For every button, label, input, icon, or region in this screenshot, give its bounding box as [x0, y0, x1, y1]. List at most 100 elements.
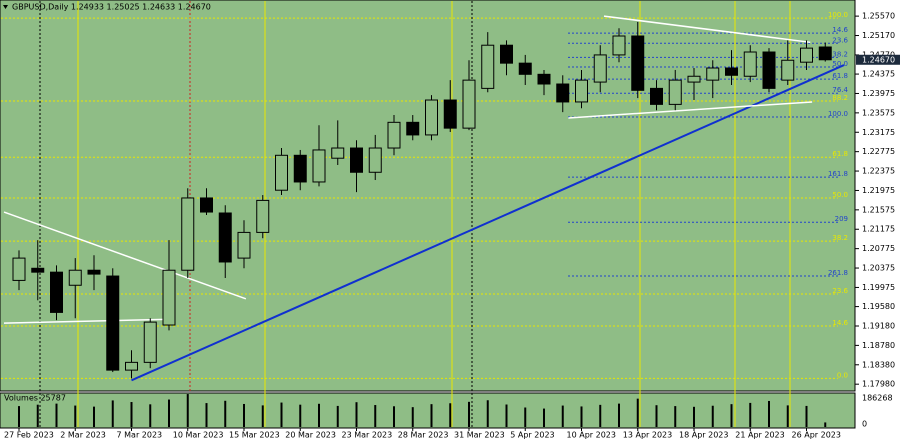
fibo-label: 76.4 — [832, 86, 848, 94]
y-tick-label: 1.20375 — [862, 264, 895, 273]
candle-body — [181, 197, 195, 271]
fibo-label: 0.0 — [837, 371, 848, 379]
fibo-label: 100.0 — [828, 110, 848, 118]
volume-panel — [0, 392, 856, 429]
candle-body — [518, 62, 532, 75]
candle-body — [556, 83, 570, 103]
y-tick-label: 1.25570 — [862, 12, 895, 21]
candle-body — [706, 67, 720, 81]
candle-body — [162, 269, 176, 326]
y-tick-label: 1.18380 — [862, 360, 895, 369]
price-panel — [0, 0, 856, 392]
volume-tick-label: 0 — [862, 420, 867, 429]
y-tick-label: 1.22775 — [862, 147, 895, 156]
fibo-label: 38.2 — [832, 50, 848, 58]
candle-body — [387, 121, 401, 149]
fibo-label: 38.2 — [832, 234, 848, 242]
fibo-label: 23.6 — [832, 287, 848, 295]
candle-body — [818, 46, 832, 61]
x-tick-label: 10 Apr 2023 — [567, 431, 616, 440]
trendline — [131, 64, 845, 382]
trendline — [3, 318, 171, 324]
fibo-label: 209 — [835, 215, 848, 223]
fibo-label: 50.0 — [832, 60, 848, 68]
candle-body — [218, 212, 232, 263]
y-tick-label: 1.23575 — [862, 108, 895, 117]
candle-body — [87, 269, 101, 275]
y-tick-label: 1.18780 — [862, 341, 895, 350]
volume-title: Volumes 25787 — [4, 394, 66, 403]
x-tick-label: 23 Mar 2023 — [342, 431, 393, 440]
candle-body — [50, 271, 63, 313]
fibo-label: 50.0 — [832, 191, 848, 199]
candle-body — [593, 54, 607, 83]
candle-body — [275, 154, 288, 191]
x-tick-label: 20 Mar 2023 — [285, 431, 336, 440]
price-tag-label: 1.24670 — [862, 55, 895, 64]
candle-body — [200, 197, 213, 213]
y-tick-label: 1.25170 — [862, 31, 895, 40]
y-tick-label: 1.19180 — [862, 321, 895, 330]
candle-body — [575, 79, 588, 103]
y-tick-label: 1.23175 — [862, 128, 895, 137]
candle-body — [462, 79, 476, 129]
candle-body — [668, 79, 682, 105]
candle-body — [256, 199, 270, 233]
candle-body — [743, 51, 757, 77]
candle-body — [725, 67, 738, 76]
x-tick-label: 10 Mar 2023 — [173, 431, 224, 440]
candle-body — [781, 59, 795, 81]
candle-body — [762, 51, 776, 89]
candle-body — [31, 267, 45, 273]
y-tick-label: 1.24375 — [862, 70, 895, 79]
x-tick-label: 15 Mar 2023 — [229, 431, 280, 440]
candle-body — [650, 87, 663, 105]
candle-body — [481, 44, 495, 89]
candle-body — [425, 99, 438, 136]
y-tick-label: 1.19580 — [862, 302, 895, 311]
price-tag — [856, 54, 900, 65]
y-tick-label: 1.19975 — [862, 283, 895, 292]
x-tick-label: 13 Apr 2023 — [623, 431, 672, 440]
y-tick-label: 1.23975 — [862, 89, 895, 98]
x-tick-label: 28 Mar 2023 — [398, 431, 449, 440]
chart-title: GBPUSD,Daily 1.24933 1.25025 1.24633 1.2… — [12, 3, 211, 12]
fibo-label: 261.8 — [828, 269, 848, 277]
fibo-label: 61.8 — [832, 150, 848, 158]
y-tick-label: 1.20775 — [862, 244, 895, 253]
title-arrow — [3, 5, 8, 9]
candle-body — [800, 47, 813, 63]
candle-body — [537, 73, 551, 85]
candle-body — [312, 149, 326, 183]
x-tick-label: 2 Mar 2023 — [60, 431, 106, 440]
fibo-label: 100.0 — [828, 11, 848, 19]
trendline — [603, 15, 811, 44]
candle-body — [443, 99, 457, 129]
x-tick-label: 27 Feb 2023 — [4, 431, 54, 440]
trendline — [568, 101, 813, 119]
candle-body — [125, 361, 138, 371]
fibo-label: 88.2 — [832, 94, 848, 102]
y-tick-label: 1.17980 — [862, 380, 895, 389]
candle-body — [687, 75, 701, 83]
candle-body — [12, 257, 26, 281]
candle-body — [500, 44, 513, 64]
y-tick-label: 1.21975 — [862, 186, 895, 195]
candle-body — [106, 275, 120, 371]
candle-body — [237, 231, 251, 259]
fibo-label: 161.8 — [828, 170, 848, 178]
x-tick-label: 7 Mar 2023 — [117, 431, 163, 440]
candle-body — [612, 35, 626, 56]
y-tick-label: 1.21175 — [862, 225, 895, 234]
fibo-label: 61.8 — [832, 72, 848, 80]
candle-body — [293, 154, 307, 183]
candle-body — [406, 121, 420, 136]
fibo-label: 14.6 — [832, 26, 848, 34]
x-tick-label: 5 Apr 2023 — [510, 431, 554, 440]
candle-body — [143, 321, 157, 363]
x-tick-label: 18 Apr 2023 — [679, 431, 728, 440]
y-tick-label: 1.22375 — [862, 167, 895, 176]
x-tick-label: 21 Apr 2023 — [735, 431, 784, 440]
